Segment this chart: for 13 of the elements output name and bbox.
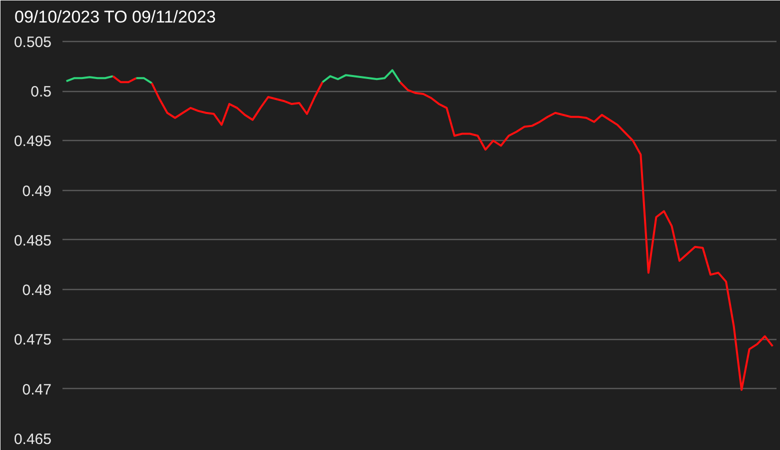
line-series: [399, 81, 774, 391]
y-tick-label: 0.495: [14, 133, 52, 150]
y-tick-label: 0.47: [22, 381, 52, 398]
y-tick-label: 0.475: [14, 332, 52, 349]
y-tick-label: 0.485: [14, 232, 52, 250]
y-tick-label: 0.49: [22, 182, 52, 200]
y-tick-label: 0.465: [14, 431, 52, 448]
line-series: [150, 81, 324, 126]
y-tick-label: 0.48: [22, 282, 52, 300]
y-tick-label: 0.5: [30, 84, 52, 101]
line-series: [321, 69, 402, 84]
y-tick-label: 0.505: [14, 34, 52, 51]
chart-title: 09/10/2023 TO 09/11/2023: [14, 8, 216, 26]
